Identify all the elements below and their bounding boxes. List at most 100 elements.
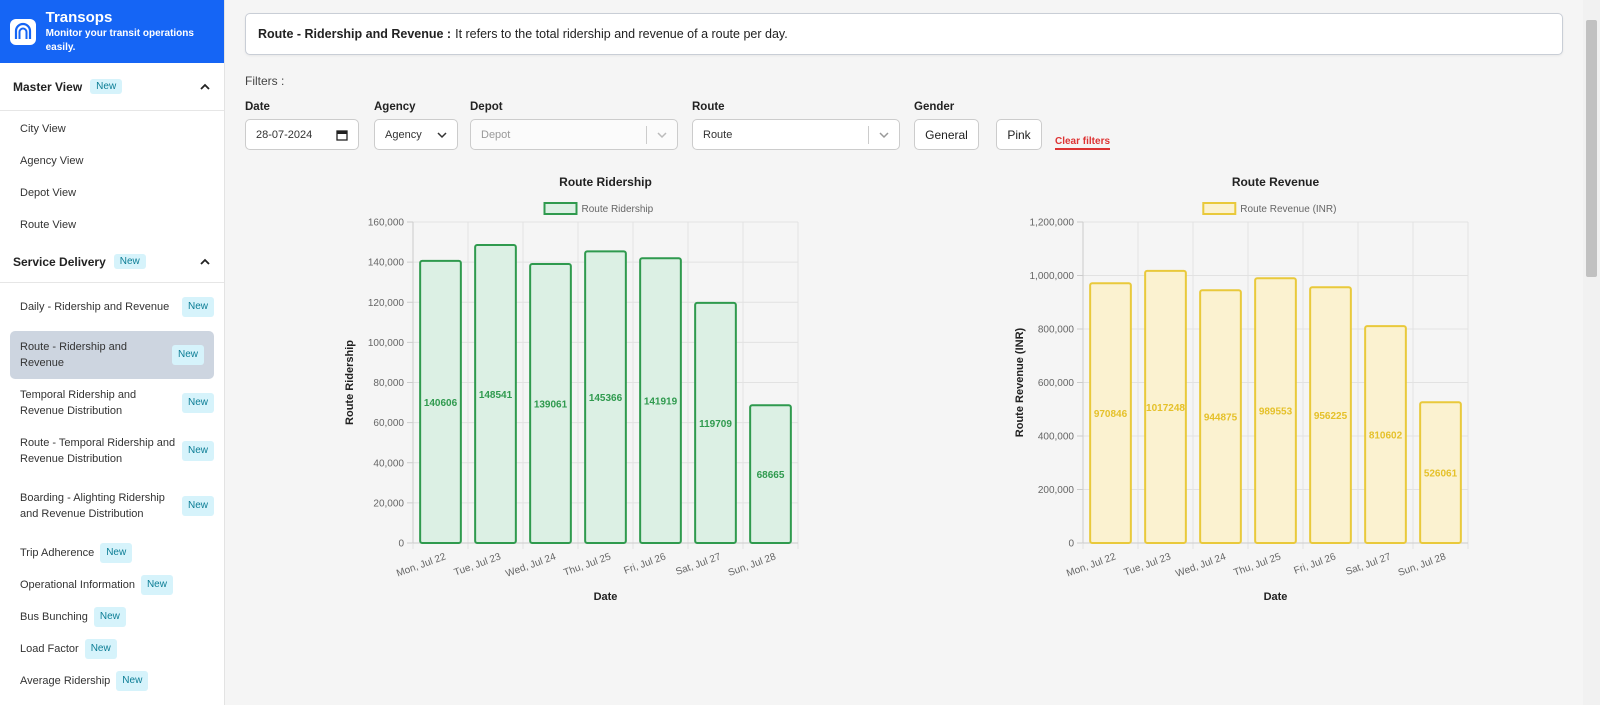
legend-label: Route Ridership bbox=[582, 204, 654, 215]
revenue-chart: Route Revenue Route Revenue (INR) 0 200,000… bbox=[1014, 175, 1469, 603]
bar bbox=[1419, 401, 1462, 544]
x-tick-label: Thu, Jul 25 bbox=[1232, 551, 1283, 578]
sidebar-item-temporal-ridership[interactable]: Temporal Ridership and Revenue Distribut… bbox=[0, 379, 224, 427]
ridership-chart: Route Ridership Route Ridership 0 20,000 40,… bbox=[344, 175, 799, 603]
bar bbox=[1364, 325, 1407, 544]
sidebar-item-route-view[interactable]: Route View bbox=[0, 209, 224, 241]
section-title: Service Delivery bbox=[13, 254, 106, 269]
x-tick-label: Sun, Jul 28 bbox=[727, 551, 778, 579]
sidebar-item-label: Boarding - Alighting Ridership and Reven… bbox=[20, 492, 165, 520]
sidebar-item-boarding-alighting[interactable]: Boarding - Alighting Ridership and Reven… bbox=[0, 475, 224, 537]
new-badge: New bbox=[84, 639, 117, 659]
y-tick-label: 0 bbox=[1068, 539, 1074, 550]
sidebar-item-route-ridership[interactable]: Route - Ridership and Revenue New bbox=[10, 331, 214, 379]
new-badge: New bbox=[140, 575, 173, 595]
gender-label: Gender bbox=[914, 101, 955, 113]
sidebar-item-label: Average Ridership bbox=[20, 675, 111, 687]
bar-data-label: 526061 bbox=[1424, 469, 1458, 480]
sidebar-item-route-temporal[interactable]: Route - Temporal Ridership and Revenue D… bbox=[0, 427, 224, 475]
y-tick-label: 1,200,000 bbox=[1030, 218, 1075, 229]
date-label: Date bbox=[245, 101, 270, 113]
y-tick-label: 600,000 bbox=[1038, 378, 1075, 389]
bar-data-label: 68665 bbox=[757, 470, 785, 481]
calendar-icon[interactable] bbox=[336, 129, 348, 141]
y-tick-label: 0 bbox=[398, 539, 404, 550]
bar bbox=[1089, 282, 1132, 544]
x-tick-label: Fri, Jul 26 bbox=[1293, 551, 1338, 577]
date-value: 28-07-2024 bbox=[256, 128, 313, 141]
sidebar-item-agency-view[interactable]: Agency View bbox=[0, 145, 224, 177]
bar bbox=[639, 257, 682, 545]
clear-filters-link[interactable]: Clear filters bbox=[1055, 136, 1111, 150]
route-value: Route bbox=[703, 128, 733, 141]
bar-data-label: 970846 bbox=[1094, 409, 1128, 420]
sidebar-item-label: Route View bbox=[20, 219, 77, 231]
bar-data-label: 145366 bbox=[589, 393, 623, 404]
y-tick-label: 800,000 bbox=[1038, 325, 1075, 336]
sidebar-item-label: Route - Ridership and Revenue bbox=[20, 341, 128, 369]
route-select[interactable]: Route bbox=[692, 119, 900, 150]
new-badge: New bbox=[181, 297, 214, 317]
brand-title: Transops bbox=[45, 8, 113, 26]
bar-data-label: 119709 bbox=[699, 419, 732, 430]
select-separator bbox=[646, 126, 647, 144]
agency-label: Agency bbox=[374, 101, 416, 113]
chevron-down-icon bbox=[437, 132, 447, 139]
section-master-view[interactable]: Master View New bbox=[0, 63, 224, 111]
legend-swatch bbox=[1202, 202, 1237, 215]
scrollbar-thumb[interactable] bbox=[1586, 20, 1597, 277]
bar bbox=[749, 404, 792, 544]
sidebar-item-bus-bunching[interactable]: Bus Bunching New bbox=[0, 601, 224, 633]
chevron-down-icon bbox=[657, 132, 667, 139]
depot-placeholder: Depot bbox=[481, 128, 511, 141]
x-axis-title: Date bbox=[594, 591, 618, 603]
y-tick-label: 20,000 bbox=[373, 498, 404, 509]
sidebar-item-daily-ridership[interactable]: Daily - Ridership and Revenue New bbox=[0, 283, 224, 331]
chart-title: Route Revenue bbox=[1232, 175, 1320, 189]
new-badge: New bbox=[181, 496, 214, 516]
date-input[interactable]: 28-07-2024 bbox=[245, 119, 359, 150]
depot-label: Depot bbox=[470, 101, 503, 113]
gender-pink-button[interactable]: Pink bbox=[996, 119, 1042, 150]
section-title: Master View bbox=[13, 79, 83, 94]
sidebar-item-trip-adherence[interactable]: Trip Adherence New bbox=[0, 537, 224, 569]
y-axis-title: Route Revenue (INR) bbox=[1014, 327, 1026, 437]
bar bbox=[1309, 286, 1352, 545]
sidebar-item-depot-view[interactable]: Depot View bbox=[0, 177, 224, 209]
sidebar-item-average-ridership[interactable]: Average Ridership New bbox=[0, 665, 224, 697]
select-separator bbox=[868, 126, 869, 144]
chevron-down-icon bbox=[879, 132, 889, 139]
depot-select[interactable]: Depot bbox=[470, 119, 678, 150]
bar bbox=[1199, 289, 1242, 544]
bar bbox=[1144, 269, 1187, 544]
y-tick-label: 80,000 bbox=[373, 378, 404, 389]
sidebar-item-label: Depot View bbox=[20, 187, 77, 199]
bar bbox=[474, 243, 517, 544]
sidebar-item-city-view[interactable]: City View bbox=[0, 113, 224, 145]
route-label: Route bbox=[692, 101, 725, 113]
agency-select[interactable]: Agency bbox=[374, 119, 458, 150]
sidebar-item-load-factor[interactable]: Load Factor New bbox=[0, 633, 224, 665]
sidebar-item-operational-info[interactable]: Operational Information New bbox=[0, 569, 224, 601]
bar-data-label: 944875 bbox=[1204, 413, 1238, 424]
bar bbox=[584, 250, 627, 544]
y-tick-label: 60,000 bbox=[373, 418, 404, 429]
new-badge: New bbox=[181, 393, 214, 413]
chevron-up-icon[interactable] bbox=[199, 81, 211, 93]
agency-value: Agency bbox=[385, 128, 422, 141]
y-tick-label: 120,000 bbox=[368, 298, 405, 309]
gender-general-button[interactable]: General bbox=[914, 119, 979, 150]
new-badge: New bbox=[171, 345, 204, 365]
page-description: Route - Ridership and Revenue : It refer… bbox=[245, 13, 1563, 55]
chevron-up-icon[interactable] bbox=[199, 256, 211, 268]
bar bbox=[419, 259, 462, 544]
page-title: Route - Ridership and Revenue : bbox=[258, 27, 452, 41]
y-tick-label: 160,000 bbox=[368, 218, 405, 229]
brand-header[interactable]: Transops Monitor your transit operations… bbox=[0, 0, 224, 63]
brand-subtitle: Monitor your transit operations easily. bbox=[45, 27, 194, 53]
sidebar-item-label: Load Factor bbox=[20, 643, 79, 655]
sidebar-item-label: Temporal Ridership and Revenue Distribut… bbox=[20, 389, 137, 417]
scrollbar[interactable] bbox=[1583, 0, 1600, 705]
bar-data-label: 140606 bbox=[424, 398, 458, 409]
section-service-delivery[interactable]: Service Delivery New bbox=[0, 241, 224, 283]
